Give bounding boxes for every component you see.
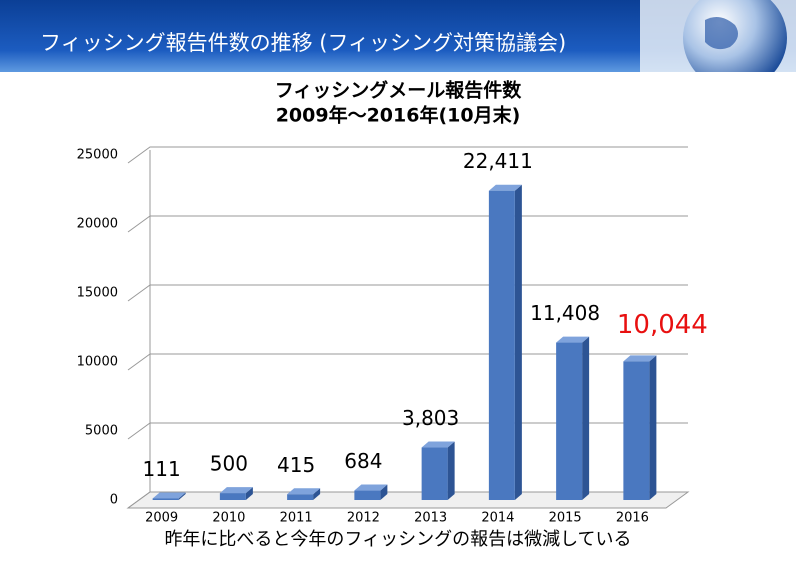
bar <box>287 494 314 500</box>
y-tick-label: 10000 <box>77 355 118 370</box>
bar-side <box>649 355 657 500</box>
y-tick-label: 15000 <box>77 286 118 301</box>
y-tick-label: 0 <box>110 493 118 508</box>
bar-side <box>447 441 455 500</box>
bar-side <box>178 492 186 500</box>
x-tick-label: 2013 <box>414 511 447 526</box>
x-tick-label: 2014 <box>481 511 514 526</box>
x-tick-label: 2015 <box>549 511 582 526</box>
bar-side <box>245 487 253 500</box>
x-tick-label: 2016 <box>616 511 649 526</box>
header-title: フィッシング報告件数の推移 (フィッシング対策協議会) <box>40 31 566 55</box>
bar-top <box>287 488 321 495</box>
x-tick-label: 2011 <box>280 511 313 526</box>
y-tick-label: 5000 <box>85 424 118 439</box>
bar <box>556 342 583 500</box>
bar-top <box>488 184 522 191</box>
x-tick-label: 2012 <box>347 511 380 526</box>
x-tick-label: 2010 <box>212 511 245 526</box>
bar-top <box>152 492 186 499</box>
bar-top <box>219 487 253 494</box>
grid-line <box>127 353 688 371</box>
bar-top <box>354 484 388 491</box>
bar <box>219 493 246 500</box>
bar <box>152 498 179 500</box>
floor <box>126 491 690 509</box>
bar-top <box>623 355 657 362</box>
y-tick-label: 25000 <box>77 148 118 163</box>
bar-top <box>421 441 455 448</box>
value-label: 10,044 <box>617 310 708 340</box>
grid-line <box>127 146 688 164</box>
bar <box>488 190 515 500</box>
chart-title: フィッシングメール報告件数 <box>275 79 523 102</box>
value-label: 11,408 <box>530 301 600 325</box>
bar-top <box>556 336 590 343</box>
bar-side <box>380 484 388 500</box>
note: 昨年に比べると今年のフィッシングの報告は微減している <box>164 529 631 550</box>
bar <box>421 447 448 500</box>
bar-side <box>582 336 590 500</box>
value-label: 22,411 <box>463 149 533 173</box>
value-label: 3,803 <box>402 406 459 430</box>
bar-side <box>514 184 522 500</box>
value-label: 500 <box>210 452 248 476</box>
value-label: 684 <box>344 449 382 473</box>
x-tick-label: 2009 <box>145 511 178 526</box>
bar-side <box>313 488 321 500</box>
grid-line <box>127 215 688 233</box>
bar <box>354 490 381 500</box>
globe <box>640 0 796 72</box>
bar <box>623 361 650 500</box>
value-label: 111 <box>143 457 181 481</box>
y-tick-label: 20000 <box>77 217 118 232</box>
value-label: 415 <box>277 453 315 477</box>
chart-subtitle: 2009年～2016年(10月末) <box>276 104 521 127</box>
grid-line <box>127 284 688 302</box>
